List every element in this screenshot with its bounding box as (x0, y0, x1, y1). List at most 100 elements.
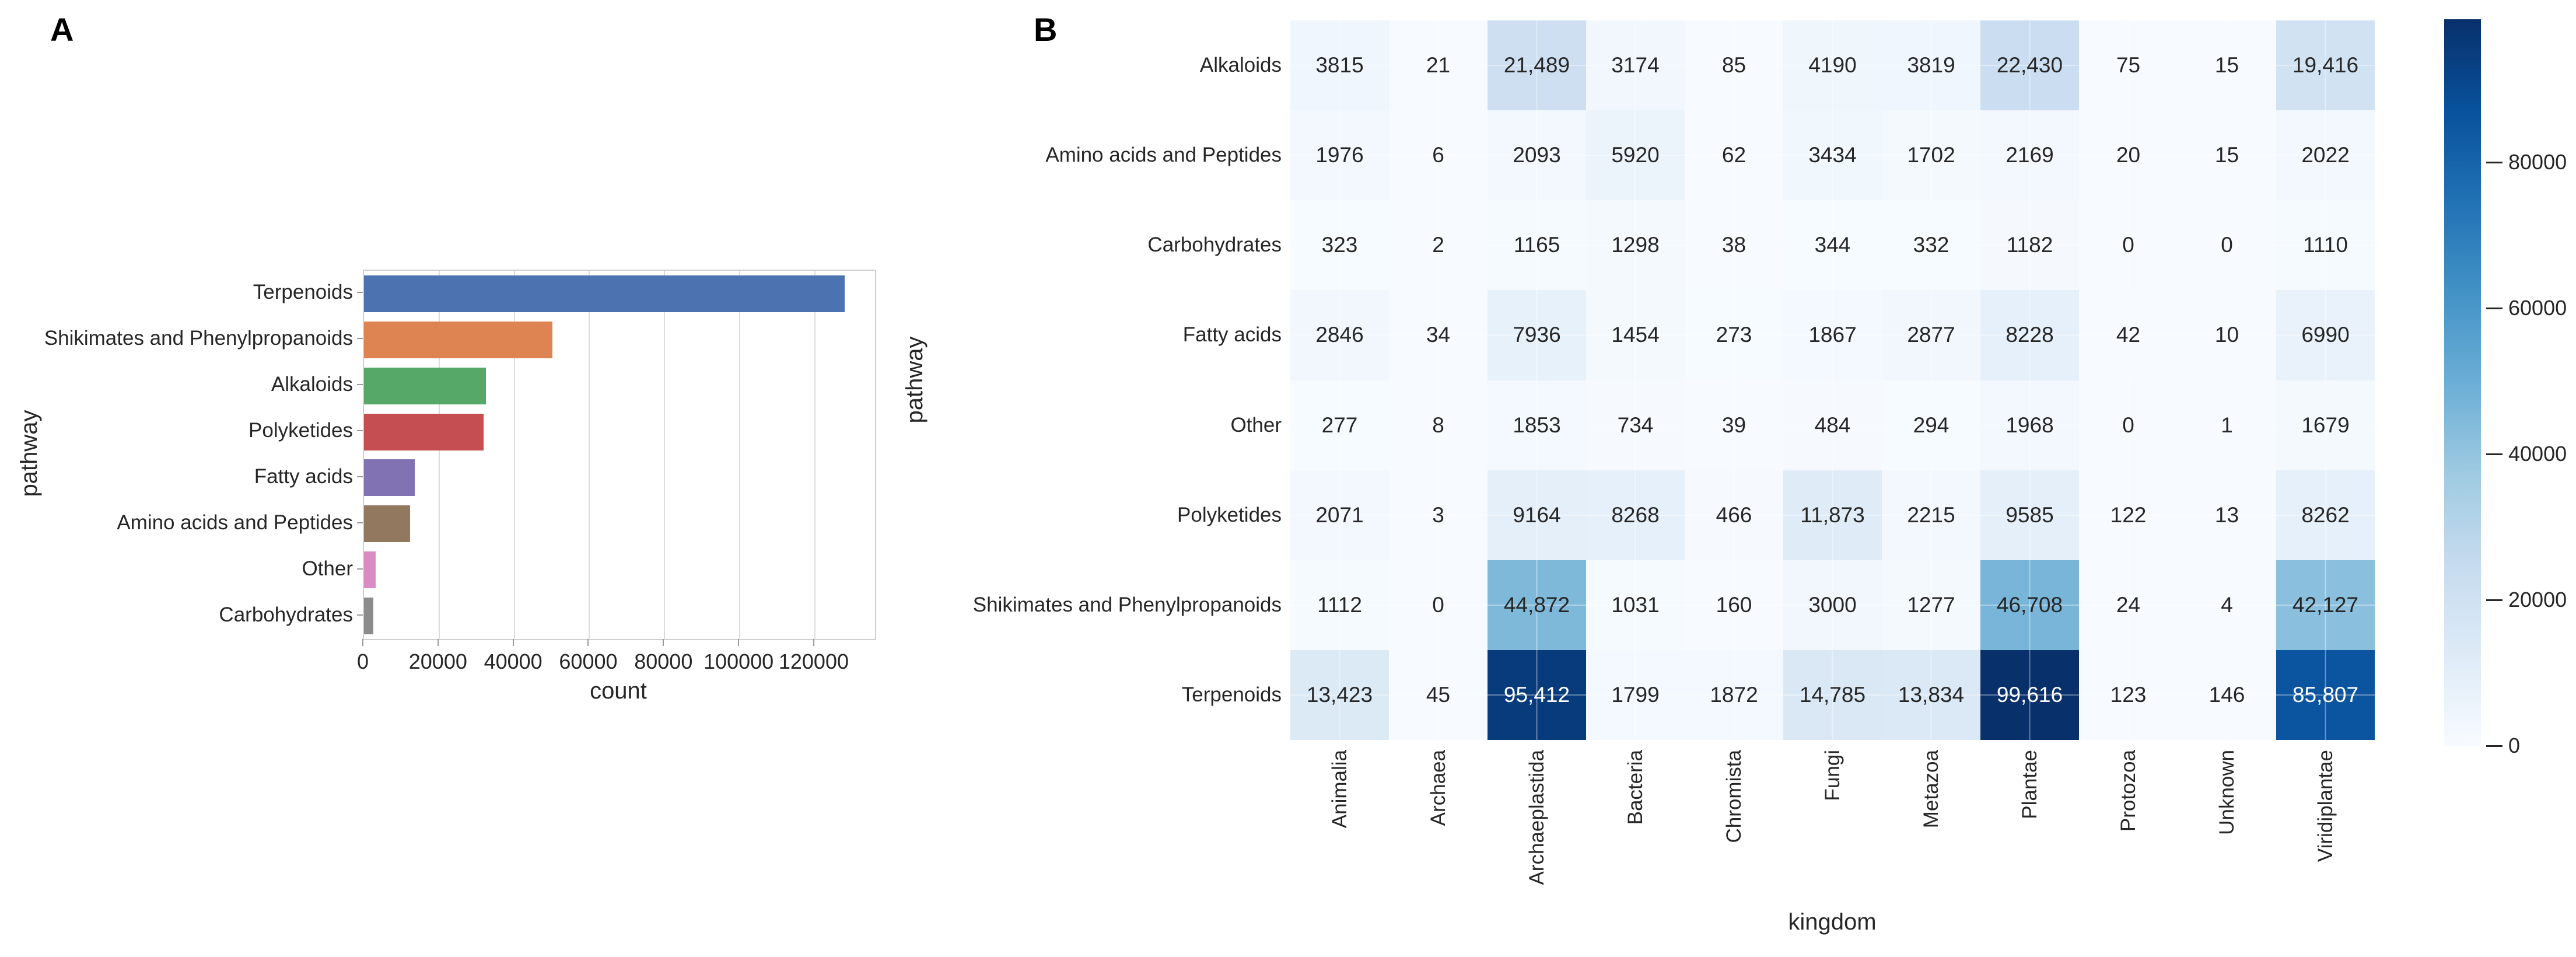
heatmap-cell: 8268 (1586, 470, 1685, 560)
heatmap-row-label: Terpenoids (1181, 683, 1282, 706)
bar-category-label: Shikimates and Phenylpropanoids (44, 327, 353, 350)
panel-b-label: B (1034, 11, 1058, 48)
heatmap-cell: 332 (1882, 200, 1980, 291)
heatmap-cell-value: 34 (1426, 323, 1451, 347)
heatmap-cell-value: 1976 (1315, 143, 1364, 167)
panel-b-x-axis-title: kingdom (1788, 909, 1877, 935)
heatmap-cell-value: 44,872 (1503, 592, 1570, 617)
heatmap-cell-value: 1110 (2303, 233, 2348, 257)
heatmap-cell-value: 1853 (1513, 413, 1561, 437)
heatmap-column-label: Archaeplastida (1525, 750, 1548, 885)
heatmap-cell-value: 277 (1321, 413, 1358, 437)
heatmap-cell-value: 24 (2116, 592, 2141, 617)
heatmap-cell: 9164 (1488, 470, 1586, 560)
heatmap-cell: 10 (2178, 290, 2276, 380)
heatmap-cell-value: 8268 (1611, 502, 1660, 527)
heatmap-cell: 2169 (1980, 110, 2079, 201)
heatmap-cell: 1968 (1980, 380, 2079, 470)
heatmap-row-label: Other (1230, 413, 1282, 436)
heatmap-cell-value: 2093 (1513, 143, 1561, 167)
heatmap-cell: 24 (2079, 560, 2178, 650)
heatmap-cell-value: 62 (1721, 143, 1746, 167)
heatmap-cell: 2071 (1290, 470, 1389, 560)
heatmap-cell: 13,834 (1882, 649, 1980, 740)
heatmap-cell: 323 (1290, 200, 1389, 291)
heatmap-cell: 95,412 (1488, 649, 1586, 740)
panel-b-y-axis-title: pathway (902, 336, 928, 424)
heatmap-cell-value: 323 (1321, 233, 1358, 257)
heatmap-cell-value: 1867 (1808, 323, 1857, 347)
x-gridline (739, 271, 741, 639)
heatmap-column-label: Chromista (1722, 750, 1745, 843)
bar-amino-acids-and-peptides (364, 505, 411, 543)
heatmap-cell-value: 15 (2214, 143, 2239, 167)
heatmap-cell: 3434 (1783, 110, 1882, 201)
heatmap-row-label: Fatty acids (1182, 323, 1282, 347)
x-tick-label: 100000 (704, 649, 774, 673)
x-tick-mark (437, 639, 439, 646)
heatmap-cell: 85,807 (2276, 649, 2375, 740)
heatmap-cell-value: 484 (1814, 413, 1851, 437)
heatmap-cell-value: 13 (2214, 502, 2239, 527)
heatmap-cell-value: 39 (1721, 413, 1746, 437)
heatmap-cell-value: 1872 (1710, 682, 1758, 707)
y-tick-mark (357, 292, 363, 294)
x-tick-mark (512, 639, 514, 646)
bar-category-label: Terpenoids (253, 281, 353, 304)
bar-category-label: Other (302, 557, 353, 580)
heatmap-cell: 1 (2178, 380, 2276, 470)
heatmap-cell-value: 1679 (2301, 413, 2350, 437)
heatmap-cell: 6990 (2276, 290, 2375, 380)
heatmap-cell-value: 21,489 (1503, 53, 1570, 78)
heatmap-cell-value: 1454 (1611, 323, 1660, 347)
heatmap-cell: 277 (1290, 380, 1389, 470)
heatmap-cell: 344 (1783, 200, 1882, 291)
heatmap-cell: 2022 (2276, 110, 2375, 201)
heatmap-cell: 1799 (1586, 649, 1685, 740)
heatmap-cell-value: 273 (1716, 323, 1752, 347)
heatmap-cell-value: 95,412 (1503, 682, 1570, 707)
heatmap-cell-value: 42,127 (2292, 592, 2359, 617)
heatmap-cell: 62 (1685, 110, 1783, 201)
heatmap-cell: 466 (1685, 470, 1783, 560)
heatmap-cell: 1853 (1488, 380, 1586, 470)
heatmap-cell-value: 146 (2208, 682, 2245, 707)
heatmap-cell: 1872 (1685, 649, 1783, 740)
heatmap-cell: 734 (1586, 380, 1685, 470)
bar-other (364, 551, 376, 589)
x-tick-mark (813, 639, 814, 646)
heatmap-cell: 0 (1389, 560, 1488, 650)
x-gridline (814, 271, 816, 639)
y-tick-mark (357, 614, 363, 616)
x-gridline (438, 271, 440, 639)
heatmap-cell: 15 (2178, 110, 2276, 201)
x-tick-mark (587, 639, 589, 646)
heatmap-cell-value: 38 (1721, 233, 1746, 257)
panel-a-x-axis-title: count (590, 678, 647, 704)
heatmap-cell: 7936 (1488, 290, 1586, 380)
heatmap-row-label: Polyketides (1177, 503, 1282, 526)
heatmap-cell: 5920 (1586, 110, 1685, 201)
heatmap-cell: 85 (1685, 20, 1783, 111)
heatmap-cell: 9585 (1980, 470, 2079, 560)
heatmap-cell: 14,785 (1783, 649, 1882, 740)
heatmap-cell: 2215 (1882, 470, 1980, 560)
heatmap-cell: 42,127 (2276, 560, 2375, 650)
heatmap-cell-value: 2071 (1315, 502, 1364, 527)
heatmap-cell: 4 (2178, 560, 2276, 650)
heatmap-cell-value: 42 (2116, 323, 2141, 347)
heatmap-cell: 22,430 (1980, 20, 2079, 111)
heatmap-cell-value: 1112 (1317, 592, 1362, 617)
heatmap-cell-value: 122 (2110, 502, 2147, 527)
heatmap-cell-value: 85 (1721, 53, 1746, 78)
heatmap-cell-value: 2846 (1315, 323, 1364, 347)
panel-a-label: A (50, 11, 74, 48)
heatmap-cell-value: 2215 (1907, 502, 1955, 527)
heatmap-cell: 6 (1389, 110, 1488, 201)
heatmap-cell: 1298 (1586, 200, 1685, 291)
colorbar-tick-mark (2486, 599, 2502, 602)
bar-category-label: Alkaloids (271, 373, 353, 396)
colorbar-tick-label: 40000 (2508, 442, 2567, 466)
heatmap-cell-value: 2022 (2301, 143, 2350, 167)
heatmap-column-label: Plantae (2018, 750, 2041, 819)
